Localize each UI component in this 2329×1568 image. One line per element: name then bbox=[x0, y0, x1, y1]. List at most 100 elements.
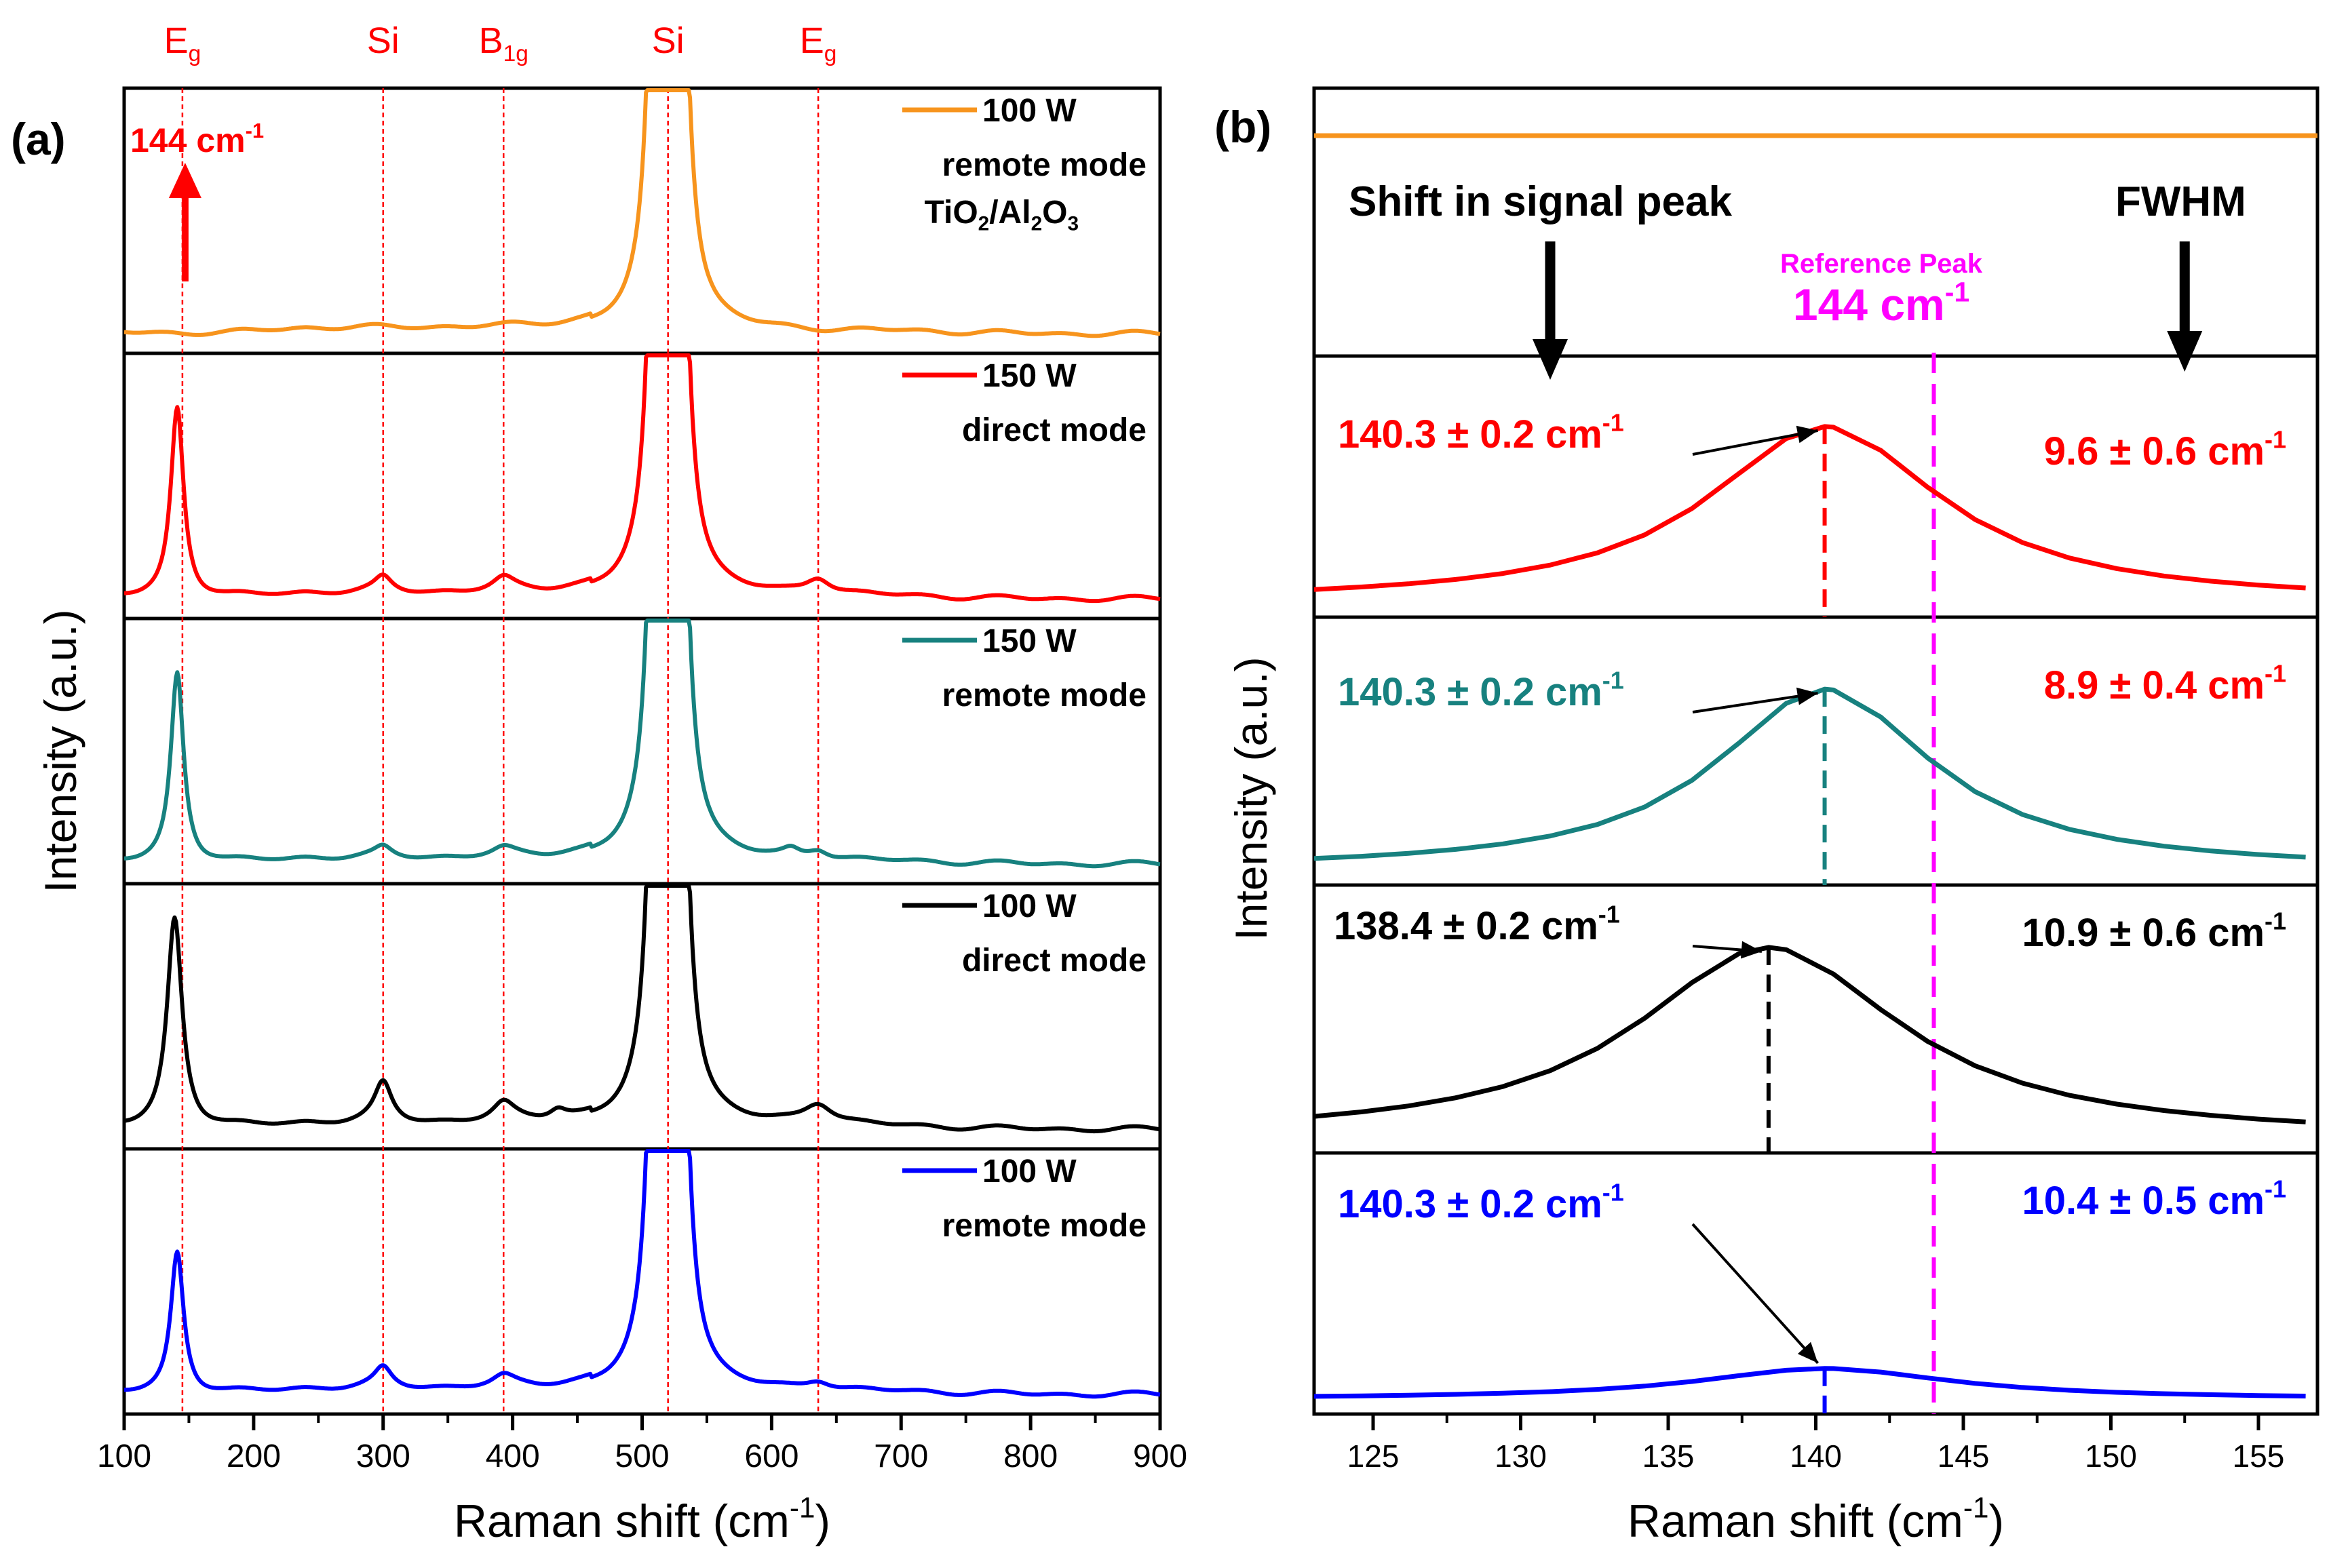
x-tick-label: 600 bbox=[744, 1438, 798, 1474]
peak-pointer-line bbox=[1692, 692, 1818, 713]
spectrum-line bbox=[123, 1149, 1161, 1399]
fwhm-value-label-part: -1 bbox=[2265, 660, 2286, 688]
fwhm-value-label: 10.9 ± 0.6 cm-1 bbox=[2022, 907, 2286, 955]
peak-position-label-part: 140.3 ± 0.2 cm bbox=[1338, 670, 1602, 714]
peak-pointer-line bbox=[1691, 1223, 1820, 1365]
fwhm-value-label-part: 8.9 ± 0.4 cm bbox=[2044, 663, 2265, 707]
x-tick-label: 400 bbox=[486, 1438, 540, 1474]
fwhm-value-label: 9.6 ± 0.6 cm-1 bbox=[2044, 426, 2286, 473]
reference-peak-value-part: -1 bbox=[1945, 276, 1969, 307]
annotation-label-part: -1 bbox=[246, 119, 265, 142]
reference-line-label-part: Si bbox=[652, 20, 685, 61]
legend-material-part: /Al bbox=[989, 195, 1031, 231]
legend-mode: direct mode bbox=[962, 412, 1147, 448]
spectrum-line bbox=[123, 353, 1161, 604]
legend-power: 100 W bbox=[982, 888, 1077, 924]
x-axis-title-part: Raman shift (cm bbox=[1628, 1495, 1963, 1547]
y-axis-title: Intensity (a.u.) bbox=[35, 609, 85, 893]
peak-fit-line bbox=[1313, 945, 2306, 1124]
annotation-label-part: 144 cm bbox=[130, 121, 246, 159]
annotation-arrow-head bbox=[168, 163, 201, 198]
x-axis-title: Raman shift (cm-1) bbox=[454, 1491, 830, 1547]
shift-label: Shift in signal peak bbox=[1349, 178, 1733, 225]
fwhm-value-label: 10.4 ± 0.5 cm-1 bbox=[2022, 1175, 2286, 1223]
reference-line-label-part: g bbox=[189, 41, 201, 66]
x-tick-label: 140 bbox=[1790, 1438, 1842, 1474]
reference-line-label: B1g bbox=[479, 20, 528, 66]
peak-pointer-head bbox=[1797, 1341, 1818, 1363]
peak-position-label: 138.4 ± 0.2 cm-1 bbox=[1334, 901, 1620, 948]
reference-line-label: Si bbox=[367, 20, 400, 61]
reference-line-label: Si bbox=[652, 20, 685, 61]
x-tick-label: 125 bbox=[1347, 1438, 1400, 1474]
legend-material-part: 2 bbox=[1031, 213, 1043, 235]
annotation-label: 144 cm-1 bbox=[130, 119, 264, 159]
panel-label: (b) bbox=[1214, 102, 1271, 152]
reference-line-label: Eg bbox=[164, 20, 201, 66]
legend-mode: direct mode bbox=[962, 943, 1147, 979]
fwhm-value-label-part: 10.4 ± 0.5 cm bbox=[2022, 1179, 2265, 1223]
peak-position-label-part: 140.3 ± 0.2 cm bbox=[1338, 1182, 1602, 1226]
peak-position-label-part: -1 bbox=[1602, 1179, 1624, 1207]
x-axis-title-part: ) bbox=[1988, 1495, 2004, 1547]
panel-a: Eg Si B1g Si Eg 100 W remote mode TiO2/Al2O3 150… bbox=[11, 20, 1187, 1547]
reference-line-label-part: g bbox=[824, 41, 837, 66]
x-tick-label: 700 bbox=[874, 1438, 928, 1474]
x-axis-title: Raman shift (cm-1) bbox=[1628, 1491, 2004, 1547]
legend-mode: remote mode bbox=[942, 147, 1147, 183]
peak-pointer-head bbox=[1740, 941, 1762, 959]
x-tick-label: 500 bbox=[615, 1438, 669, 1474]
peak-fit-line bbox=[1313, 686, 2306, 861]
peak-position-label-part: -1 bbox=[1598, 901, 1620, 928]
fwhm-label: FWHM bbox=[2115, 178, 2246, 225]
x-tick-label: 155 bbox=[2233, 1438, 2285, 1474]
x-tick-label: 300 bbox=[356, 1438, 410, 1474]
x-tick-label: 130 bbox=[1495, 1438, 1547, 1474]
peak-pointer-head bbox=[1796, 425, 1818, 444]
shift-arrow-head bbox=[1533, 339, 1568, 380]
fwhm-arrow-head bbox=[2167, 331, 2203, 372]
fwhm-value-label-part: -1 bbox=[2265, 426, 2286, 454]
reference-line-label-part: E bbox=[800, 20, 824, 61]
reference-peak-title: Reference Peak bbox=[1780, 249, 1983, 279]
peak-position-label-part: 140.3 ± 0.2 cm bbox=[1338, 412, 1602, 456]
x-tick-label: 200 bbox=[227, 1438, 281, 1474]
fwhm-value-label-part: 10.9 ± 0.6 cm bbox=[2022, 911, 2265, 955]
x-axis-title-part: -1 bbox=[790, 1491, 815, 1523]
legend-power: 100 W bbox=[982, 93, 1077, 129]
legend-material: TiO2/Al2O3 bbox=[925, 195, 1079, 235]
legend-power: 150 W bbox=[982, 623, 1077, 659]
panel-label: (a) bbox=[11, 114, 66, 164]
reference-peak-value-part: 144 cm bbox=[1793, 279, 1945, 330]
spectrum-line bbox=[123, 88, 1161, 338]
legend-material-part: 3 bbox=[1067, 213, 1079, 235]
legend-mode: remote mode bbox=[942, 678, 1147, 713]
reference-peak-value: 144 cm-1 bbox=[1793, 276, 1969, 330]
peak-pointer-head bbox=[1796, 687, 1818, 705]
peak-position-label: 140.3 ± 0.2 cm-1 bbox=[1338, 1179, 1624, 1226]
y-axis-title: Intensity (a.u.) bbox=[1226, 656, 1276, 940]
legend-power: 100 W bbox=[982, 1154, 1077, 1190]
reference-line-label: Eg bbox=[800, 20, 837, 66]
peak-pointer-line bbox=[1692, 429, 1818, 456]
legend-material-part: TiO bbox=[925, 195, 978, 231]
peak-position-label-part: -1 bbox=[1602, 409, 1624, 437]
spectrum-line bbox=[123, 884, 1161, 1134]
reference-line-label-part: 1g bbox=[503, 41, 528, 66]
legend-mode: remote mode bbox=[942, 1208, 1147, 1244]
x-axis-title-part: Raman shift (cm bbox=[454, 1495, 790, 1547]
x-tick-label: 900 bbox=[1133, 1438, 1187, 1474]
reference-line-label-part: B bbox=[479, 20, 503, 61]
x-axis-title-part: ) bbox=[815, 1495, 830, 1547]
peak-position-label: 140.3 ± 0.2 cm-1 bbox=[1338, 409, 1624, 456]
legend-material-part: 2 bbox=[978, 213, 990, 235]
x-axis-title-part: -1 bbox=[1963, 1491, 1988, 1523]
peak-position-label-part: 138.4 ± 0.2 cm bbox=[1334, 904, 1598, 948]
legend-power: 150 W bbox=[982, 358, 1077, 394]
fwhm-value-label: 8.9 ± 0.4 cm-1 bbox=[2044, 660, 2286, 707]
x-tick-label: 135 bbox=[1642, 1438, 1695, 1474]
x-tick-label: 800 bbox=[1003, 1438, 1058, 1474]
fwhm-value-label-part: -1 bbox=[2265, 907, 2286, 935]
